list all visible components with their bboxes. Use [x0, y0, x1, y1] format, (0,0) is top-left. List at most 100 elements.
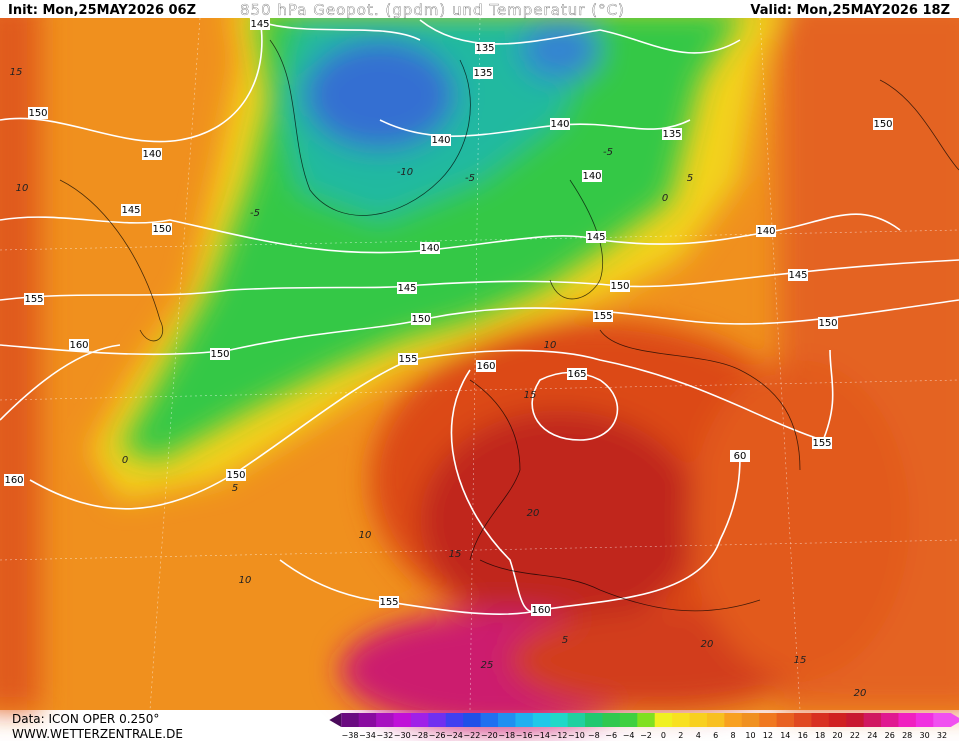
colorbar-label: −20	[481, 731, 498, 740]
isotherm-label: 10	[359, 530, 372, 541]
isotherm-label: 15	[449, 549, 462, 560]
colorbar-swatch	[811, 713, 830, 727]
geopotential-label: 155	[24, 294, 43, 305]
isotherm-label: -10	[397, 167, 413, 178]
geopotential-label: 150	[226, 470, 245, 481]
colorbar-swatch	[341, 713, 360, 727]
colorbar-swatch	[706, 713, 725, 727]
colorbar-label: 4	[696, 731, 701, 740]
colorbar-label: 14	[780, 731, 790, 740]
colorbar-swatch	[637, 713, 656, 727]
colorbar-swatch	[846, 713, 865, 727]
isotherm-label: 20	[527, 508, 540, 519]
geopotential-label: 145	[788, 270, 807, 281]
colorbar-label: 10	[745, 731, 755, 740]
colorbar-swatch	[393, 713, 412, 727]
geopotential-label: 145	[397, 283, 416, 294]
label-box	[730, 450, 750, 462]
isotherm-label: 0	[662, 193, 668, 204]
colorbar-label: 6	[713, 731, 718, 740]
geopotential-label: 135	[475, 43, 494, 54]
colorbar-swatch	[898, 713, 917, 727]
colorbar-swatch	[933, 713, 952, 727]
colorbar-label: 2	[678, 731, 683, 740]
geopotential-label: 150	[610, 281, 629, 292]
label-box	[28, 107, 48, 119]
geopotential-label: 155	[379, 597, 398, 608]
label-box	[431, 134, 451, 146]
colorbar-swatch	[463, 713, 482, 727]
colorbar-label: −24	[446, 731, 463, 740]
colorbar-swatch	[915, 713, 934, 727]
colorbar-swatch	[689, 713, 708, 727]
label-box	[69, 339, 89, 351]
isotherm-label: -5	[250, 208, 260, 219]
colorbar-arrow-right	[950, 713, 959, 727]
label-box	[873, 118, 893, 130]
colorbar-swatch	[532, 713, 551, 727]
colorbar-label: −4	[623, 731, 635, 740]
label-box	[397, 282, 417, 294]
colorbar-swatch	[376, 713, 395, 727]
isotherm-label: -5	[603, 147, 613, 158]
colorbar-label: −12	[550, 731, 567, 740]
map-title: 850 hPa Geopot. (gpdm) und Temperatur (°…	[240, 1, 625, 19]
geopotential-label: 150	[411, 314, 430, 325]
geopotential-label: 135	[473, 68, 492, 79]
label-box	[586, 231, 606, 243]
geopotential-label: 140	[431, 135, 450, 146]
colorbar-label: −26	[429, 731, 446, 740]
isotherm-label: 20	[701, 639, 714, 650]
label-box	[610, 280, 630, 292]
colorbar-swatch	[428, 713, 447, 727]
geopotential-label: 155	[593, 311, 612, 322]
label-box	[411, 313, 431, 325]
label-box	[250, 18, 270, 30]
label-box	[812, 437, 832, 449]
colorbar-label: −8	[588, 731, 600, 740]
colorbar-label: 26	[885, 731, 895, 740]
colorbar-label: −18	[498, 731, 515, 740]
label-box	[210, 348, 230, 360]
geopotential-label: 150	[873, 119, 892, 130]
website: WWW.WETTERZENTRALE.DE	[12, 727, 183, 741]
colorbar-swatch	[794, 713, 812, 727]
colorbar-label: −14	[533, 731, 550, 740]
geopotential-label: 150	[210, 349, 229, 360]
label-box	[476, 360, 496, 372]
colorbar-swatch	[741, 713, 760, 727]
isotherm-label: 0	[122, 455, 128, 466]
colorbar-swatch	[881, 713, 899, 727]
label-box	[818, 317, 838, 329]
colorbar-label: −16	[516, 731, 533, 740]
label-box	[152, 223, 172, 235]
colorbar-swatch	[498, 713, 516, 727]
label-box	[550, 118, 570, 130]
colorbar-label: −38	[342, 731, 359, 740]
geopotential-label: 150	[818, 318, 837, 329]
colorbar-label: −22	[463, 731, 480, 740]
label-box	[567, 368, 587, 380]
geopotential-label: 150	[28, 108, 47, 119]
colorbar-label: 0	[661, 731, 666, 740]
isotherm-label: 15	[794, 655, 807, 666]
isotherm-label: 25	[481, 660, 494, 671]
colorbar-label: −10	[568, 731, 585, 740]
colorbar-arrow-left	[329, 713, 342, 727]
map-labels: 1451351351501401401401351401451501451401…	[4, 18, 893, 699]
colorbar-swatch	[759, 713, 778, 727]
isotherm-label: -5	[465, 173, 475, 184]
isotherm-label: 10	[239, 575, 252, 586]
header-bar	[0, 0, 959, 18]
geopotential-label: 160	[476, 361, 495, 372]
geopotential-label: 140	[420, 243, 439, 254]
valid-time: Valid: Mon,25MAY2026 18Z	[750, 3, 950, 18]
colorbar-swatch	[828, 713, 847, 727]
geopotential-label: 165	[567, 369, 586, 380]
geopotential-label: 155	[812, 438, 831, 449]
colorbar-label: −6	[605, 731, 617, 740]
isotherm-label: 5	[687, 173, 693, 184]
geopotential-label: 155	[398, 354, 417, 365]
